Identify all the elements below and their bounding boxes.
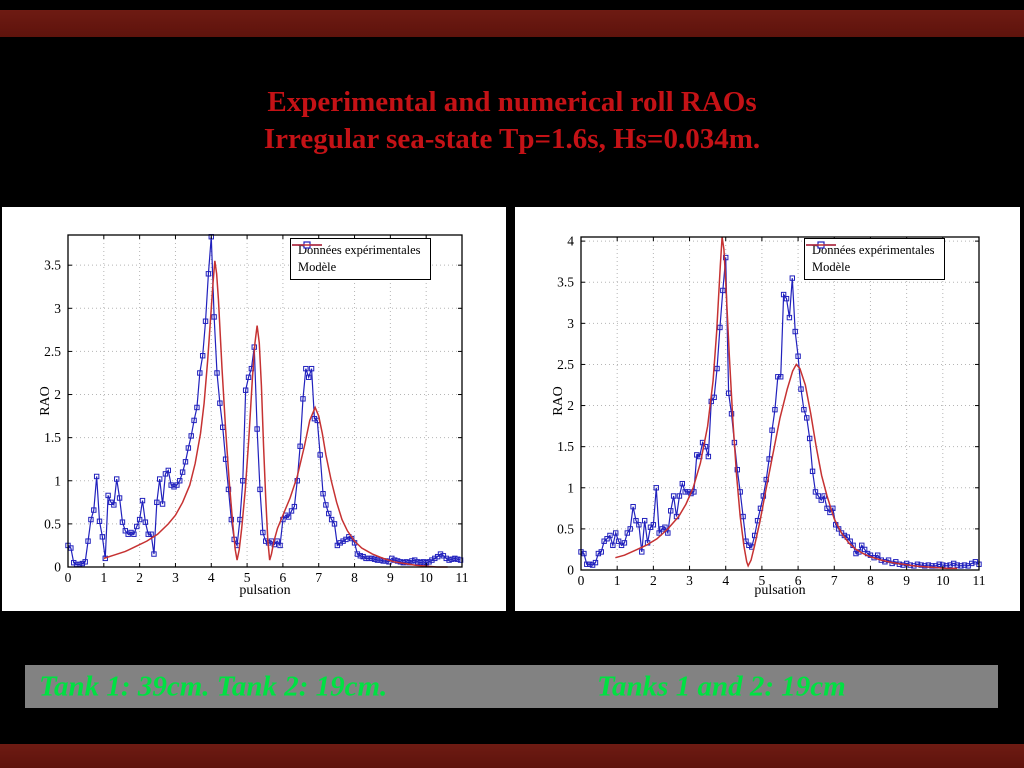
left-legend: Données expérimentales Modèle	[290, 238, 431, 280]
svg-text:3: 3	[567, 316, 574, 331]
svg-text:1.5: 1.5	[44, 430, 61, 445]
svg-text:8: 8	[867, 573, 874, 588]
svg-text:4: 4	[567, 234, 574, 249]
svg-text:2.5: 2.5	[44, 344, 61, 359]
svg-text:0.5: 0.5	[557, 521, 574, 536]
svg-text:3: 3	[54, 301, 61, 316]
top-accent-bar	[0, 10, 1024, 37]
svg-text:0.5: 0.5	[44, 516, 61, 531]
legend-entry-model: Modèle	[806, 244, 935, 276]
red-line-icon	[292, 244, 322, 246]
svg-text:11: 11	[456, 570, 469, 585]
legend-label-model: Modèle	[812, 260, 851, 274]
svg-text:0: 0	[65, 570, 72, 585]
left-chart-plot: 0 1 2 3 4 5 6 7 8 9 10 11 0 0.5 1 1.5 2 2.5 3 3.5	[44, 234, 469, 585]
right-legend: Données expérimentales Modèle	[804, 238, 945, 280]
caption-bar: Tank 1: 39cm. Tank 2: 19cm. Tanks 1 and …	[25, 665, 998, 708]
legend-label-model: Modèle	[298, 260, 337, 274]
svg-text:10: 10	[419, 570, 433, 585]
svg-text:9: 9	[903, 573, 910, 588]
caption-tank-config-left: Tank 1: 39cm. Tank 2: 19cm.	[39, 670, 388, 702]
svg-text:9: 9	[387, 570, 394, 585]
svg-text:6: 6	[795, 573, 802, 588]
svg-text:3.5: 3.5	[44, 258, 61, 273]
right-chart-plot: 0 1 2 3 4 5 6 7 8 9 10 11 0 0.5 1 1.5 2 2.5 3 3.5 4	[557, 234, 986, 588]
svg-text:2: 2	[54, 387, 61, 402]
svg-text:7: 7	[831, 573, 838, 588]
svg-text:4: 4	[722, 573, 729, 588]
svg-text:4: 4	[208, 570, 215, 585]
legend-label-experimental: Données expérimentales	[812, 243, 935, 257]
svg-text:6: 6	[280, 570, 287, 585]
title-line-2: Irregular sea-state Tp=1.6s, Hs=0.034m.	[263, 123, 761, 155]
svg-text:5: 5	[759, 573, 766, 588]
svg-text:8: 8	[351, 570, 358, 585]
right-y-axis-label: RAO	[551, 386, 566, 416]
svg-text:3.5: 3.5	[557, 275, 574, 290]
svg-text:1.5: 1.5	[557, 439, 574, 454]
right-chart-panel: 0 1 2 3 4 5 6 7 8 9 10 11 0 0.5 1 1.5 2 2.5 3 3.5 4 RAO puls…	[513, 205, 1022, 613]
svg-text:2.5: 2.5	[557, 357, 574, 372]
svg-text:2: 2	[650, 573, 657, 588]
red-line-icon	[806, 244, 836, 246]
left-x-axis-label: pulsation	[239, 583, 291, 598]
legend-label-experimental: Données expérimentales	[298, 243, 421, 257]
legend-entry-model: Modèle	[292, 244, 421, 276]
svg-text:1: 1	[100, 570, 107, 585]
svg-text:11: 11	[973, 573, 986, 588]
left-chart-panel: 0 1 2 3 4 5 6 7 8 9 10 11 0 0.5 1 1.5 2 2.5 3 3.5 RAO pulsa…	[0, 205, 508, 613]
svg-text:10: 10	[936, 573, 950, 588]
caption-tank-config-right: Tanks 1 and 2: 19cm	[597, 670, 846, 702]
title-line-1: Experimental and numerical roll RAOs	[267, 86, 757, 118]
svg-text:3: 3	[686, 573, 693, 588]
svg-text:7: 7	[315, 570, 322, 585]
svg-text:0: 0	[578, 573, 585, 588]
svg-text:3: 3	[172, 570, 179, 585]
right-x-axis-label: pulsation	[754, 583, 806, 598]
svg-text:0: 0	[54, 560, 61, 575]
svg-text:1: 1	[54, 473, 61, 488]
svg-text:5: 5	[244, 570, 251, 585]
slide-title: Experimental and numerical roll RAOs Irr…	[0, 84, 1024, 158]
svg-text:2: 2	[136, 570, 143, 585]
left-y-axis-label: RAO	[38, 386, 53, 416]
svg-text:1: 1	[614, 573, 621, 588]
svg-text:1: 1	[567, 480, 574, 495]
svg-text:2: 2	[567, 398, 574, 413]
svg-text:0: 0	[567, 563, 574, 578]
bottom-accent-bar	[0, 744, 1024, 768]
